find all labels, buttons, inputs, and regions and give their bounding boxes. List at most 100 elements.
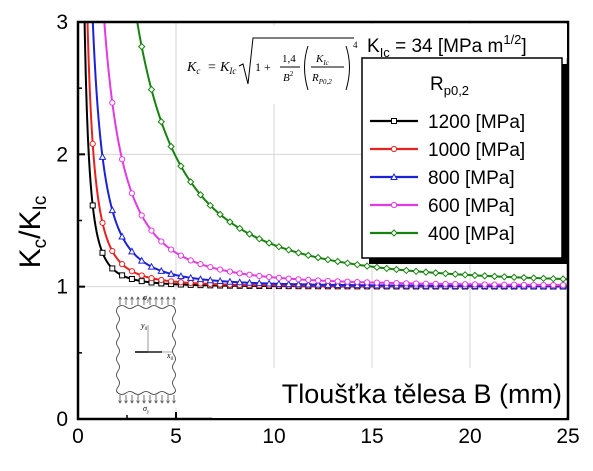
data-point [187, 257, 194, 264]
data-point [196, 275, 205, 283]
y-tick-label: 0 [56, 408, 68, 431]
formula-num: 1,4 [282, 53, 296, 65]
data-point [390, 229, 398, 237]
data-point [391, 118, 397, 124]
data-point [266, 273, 273, 281]
data-point [550, 281, 557, 289]
data-point [275, 279, 283, 287]
data-point [422, 280, 429, 287]
x-tick-label: 5 [170, 425, 182, 448]
data-point [147, 262, 156, 270]
data-point [304, 251, 313, 260]
stress-arrows [118, 296, 176, 404]
kic-text: KIc = 34 [MPa m1/2] [367, 32, 527, 60]
data-point [196, 191, 205, 199]
data-point [118, 232, 126, 240]
series-group [83, 22, 568, 290]
data-point [128, 247, 136, 255]
data-point [333, 280, 342, 288]
y-tick-label: 3 [56, 11, 68, 34]
data-point [148, 227, 155, 234]
data-point [539, 274, 548, 283]
data-point [158, 276, 165, 284]
data-point [109, 265, 116, 272]
data-point [255, 279, 264, 287]
data-point [265, 239, 273, 247]
series-400 [136, 22, 568, 283]
legend-label: 1000 [MPa] [428, 140, 525, 161]
data-point [383, 279, 390, 286]
data-point [109, 247, 116, 255]
data-point [481, 281, 488, 288]
data-point [226, 268, 233, 275]
data-point [186, 273, 195, 281]
data-point [137, 256, 146, 264]
formula-inner-num: KIc [315, 53, 330, 67]
data-point [206, 276, 215, 284]
data-point [186, 178, 195, 186]
data-point [363, 262, 371, 270]
data-point [235, 224, 244, 233]
data-point [109, 99, 116, 106]
data-point [157, 266, 166, 274]
data-point [314, 280, 322, 288]
data-point [549, 274, 558, 283]
data-point [441, 269, 450, 278]
data-point [128, 190, 135, 197]
data-point [284, 280, 293, 288]
data-point [461, 271, 469, 279]
data-point [471, 281, 478, 288]
data-point [304, 280, 313, 288]
y-tick-label: 1 [56, 276, 68, 299]
data-point [560, 282, 567, 289]
data-point [413, 280, 420, 287]
data-point [98, 152, 107, 160]
data-point [187, 279, 194, 287]
kic-label: KIc = 34 [MPa m1/2] [362, 24, 567, 60]
data-point [333, 257, 342, 266]
data-point [235, 278, 244, 286]
legend-item: 800 [MPa] [370, 168, 515, 189]
data-point [137, 42, 146, 51]
data-point [491, 281, 498, 288]
data-point [490, 272, 499, 281]
data-point [89, 202, 96, 209]
data-point [245, 230, 254, 238]
data-point [216, 276, 224, 285]
data-point [177, 279, 184, 286]
legend-item: 1000 [MPa] [370, 140, 525, 161]
data-point [344, 278, 351, 285]
data-point [315, 277, 322, 284]
data-point [128, 275, 135, 282]
data-point [168, 278, 175, 285]
formula-den: B2 [283, 70, 294, 84]
ticks: 0 5 10 15 20 25 0 1 2 3 [56, 11, 579, 448]
data-point [207, 264, 214, 271]
data-point [510, 273, 518, 281]
data-point [245, 278, 254, 286]
x-tick-label: 25 [556, 425, 579, 448]
legend: Rp0,2 1200 [MPa] 1000 [MPa] 800 [MPa] 600 [… [361, 57, 569, 264]
data-point [390, 172, 398, 180]
data-point [520, 273, 528, 282]
data-point [119, 156, 126, 163]
legend-item: 600 [MPa] [370, 196, 515, 217]
data-point [403, 280, 410, 287]
data-point [343, 259, 352, 267]
data-point [138, 272, 145, 279]
formula-lhs: Kc [186, 60, 200, 76]
legend-label: 400 [MPa] [428, 224, 515, 245]
data-point [167, 269, 175, 277]
data-point [471, 271, 479, 280]
legend-label: 800 [MPa] [428, 168, 515, 189]
data-point [119, 272, 126, 279]
data-point [217, 266, 224, 273]
data-point [324, 277, 331, 285]
data-point [147, 85, 156, 94]
data-point [373, 279, 380, 286]
data-point [177, 272, 185, 280]
data-point [559, 275, 567, 283]
data-point [364, 279, 371, 286]
x-axis-label-text: Tloušťka tělesa B (mm) [282, 379, 562, 409]
